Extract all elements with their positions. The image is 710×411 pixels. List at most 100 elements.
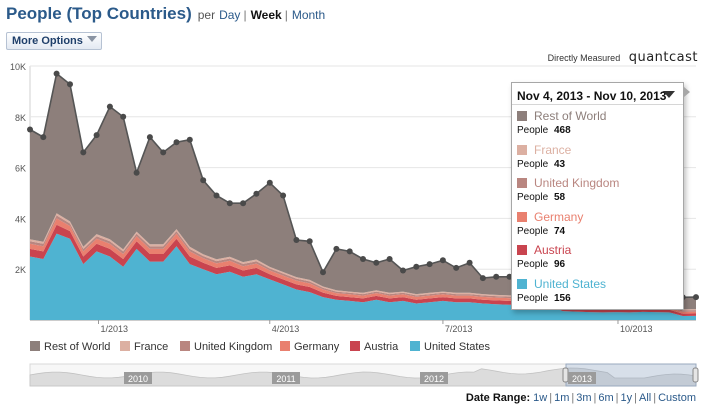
separator: |: [243, 8, 247, 22]
data-point: [320, 269, 326, 276]
series-swatch: [517, 278, 527, 289]
data-point: [426, 261, 433, 268]
separator: |: [284, 8, 288, 22]
tooltip-value: 74: [554, 225, 566, 237]
tooltip-value: 58: [554, 192, 566, 203]
navigator-year-tag: [124, 372, 152, 384]
directly-measured-label: Directly Measured: [547, 53, 621, 63]
series-swatch: [517, 111, 527, 121]
legend-item[interactable]: Rest of World: [30, 341, 110, 353]
separator: |: [653, 392, 657, 404]
legend-item[interactable]: Germany: [280, 341, 339, 353]
x-tick-label: 1/2013: [101, 324, 129, 334]
navigator-year-tag: [420, 372, 448, 384]
y-tick-label: 8K: [15, 113, 26, 123]
legend-label: United States: [424, 341, 491, 353]
date-range-label: Date Range:: [465, 392, 531, 404]
y-tick-label: 10K: [10, 62, 26, 72]
more-options-button[interactable]: More Options: [6, 32, 102, 50]
data-point: [253, 190, 260, 197]
area-series-united-states: [30, 233, 696, 320]
date-range-option[interactable]: 1y: [620, 392, 633, 404]
data-point: [453, 264, 460, 271]
separator: |: [549, 392, 553, 404]
tooltip-value: 43: [554, 158, 566, 170]
chevron-down-icon: [87, 36, 97, 42]
data-point: [186, 136, 193, 143]
data-point: [413, 263, 420, 270]
navigator-year-label: 2010: [128, 374, 148, 384]
tooltip-date-range: Nov 4, 2013 - Nov 10, 2013: [517, 89, 667, 103]
x-tick-label: 4/2013: [272, 324, 300, 334]
chart-title: People (Top Countries): [6, 4, 192, 23]
date-range-selector: Date Range: 1w | 1m | 3m | 6m | 1y | All | Custom: [466, 392, 696, 404]
legend-swatch: [350, 341, 360, 351]
legend-swatch: [30, 341, 40, 351]
y-tick-label: 6K: [15, 164, 26, 174]
period-day-link[interactable]: Day: [219, 8, 241, 22]
data-point: [493, 273, 500, 280]
legend-item[interactable]: Austria: [350, 341, 398, 353]
date-range-option[interactable]: Custom: [658, 392, 696, 404]
navigator-handle-left[interactable]: [562, 367, 569, 383]
data-point: [120, 113, 127, 120]
date-range-links: 1w | 1m | 3m | 6m | 1y | All | Custom: [533, 392, 696, 404]
tooltip-header[interactable]: Nov 4, 2013 - Nov 10, 2013: [512, 83, 683, 105]
period-month-link[interactable]: Month: [291, 8, 326, 22]
date-range-option[interactable]: 3m: [576, 392, 592, 404]
tooltip-series-name: Rest of World: [534, 109, 607, 123]
data-point: [240, 200, 247, 207]
data-point: [106, 103, 113, 110]
series-swatch: [517, 178, 527, 188]
tooltip-value-label: People: [517, 259, 549, 270]
data-point: [466, 259, 473, 266]
data-point: [53, 70, 60, 77]
y-tick-label: 2K: [15, 265, 26, 275]
legend-label: Rest of World: [44, 341, 111, 353]
navigator-year-tag: [568, 372, 596, 384]
data-point: [146, 134, 153, 141]
series-swatch: [517, 245, 527, 255]
date-range-option[interactable]: 1w: [533, 392, 548, 404]
data-point: [133, 169, 140, 176]
legend-label: Germany: [294, 341, 340, 353]
tooltip-series-name: United States: [534, 276, 607, 291]
separator: |: [634, 392, 637, 404]
date-range-option[interactable]: 1m: [554, 392, 570, 404]
tooltip-value: 96: [554, 259, 566, 270]
series-swatch: [517, 144, 527, 155]
data-point: [173, 139, 180, 146]
tooltip-value-label: People: [517, 192, 549, 203]
legend-swatch: [120, 341, 130, 351]
data-point: [93, 132, 100, 139]
tooltip-series-name: Germany: [534, 209, 584, 224]
data-point: [386, 256, 393, 262]
chart-tooltip: Nov 4, 2013 - Nov 10, 2013 Rest of World…: [511, 82, 684, 310]
directly-measured-badge: Directly Measured quantcast: [548, 50, 698, 65]
data-point: [40, 134, 47, 141]
date-range-option[interactable]: All: [639, 392, 652, 404]
data-point: [200, 177, 207, 184]
date-range-option[interactable]: 6m: [598, 392, 614, 404]
per-label: per: [197, 8, 216, 22]
legend-item[interactable]: France: [120, 341, 168, 353]
data-point: [373, 259, 380, 266]
legend-label: France: [134, 341, 169, 353]
separator: |: [615, 392, 619, 404]
tooltip-value: 468: [554, 125, 571, 136]
data-point: [346, 248, 353, 255]
navigator-handle-right[interactable]: [692, 367, 699, 383]
y-tick-label: 4K: [15, 214, 26, 224]
legend-item[interactable]: United Kingdom: [180, 341, 272, 353]
legend-swatch: [180, 341, 190, 351]
navigator-year-tag: [272, 372, 300, 384]
range-navigator[interactable]: 2010 2011 2012 2013: [0, 360, 710, 388]
data-point: [306, 238, 313, 245]
chevron-down-icon[interactable]: [663, 91, 675, 98]
x-tick-label: 10/2013: [620, 324, 653, 334]
area-series-rest-of-world: [30, 73, 696, 310]
legend-item[interactable]: United States: [410, 341, 490, 353]
period-week-link[interactable]: Week: [250, 8, 282, 22]
data-point: [693, 294, 699, 301]
data-point: [67, 81, 73, 88]
